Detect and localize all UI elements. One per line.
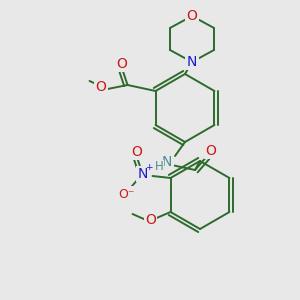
Text: N: N	[162, 155, 172, 169]
Text: O: O	[96, 80, 106, 94]
Text: O: O	[206, 144, 216, 158]
Text: N: N	[187, 55, 197, 69]
Text: +: +	[145, 164, 152, 172]
Text: O⁻: O⁻	[118, 188, 135, 200]
Text: N: N	[137, 167, 148, 181]
Text: O: O	[131, 145, 142, 159]
Text: H: H	[154, 160, 164, 173]
Text: O: O	[116, 57, 127, 71]
Text: O: O	[145, 213, 156, 227]
Text: O: O	[187, 9, 197, 23]
